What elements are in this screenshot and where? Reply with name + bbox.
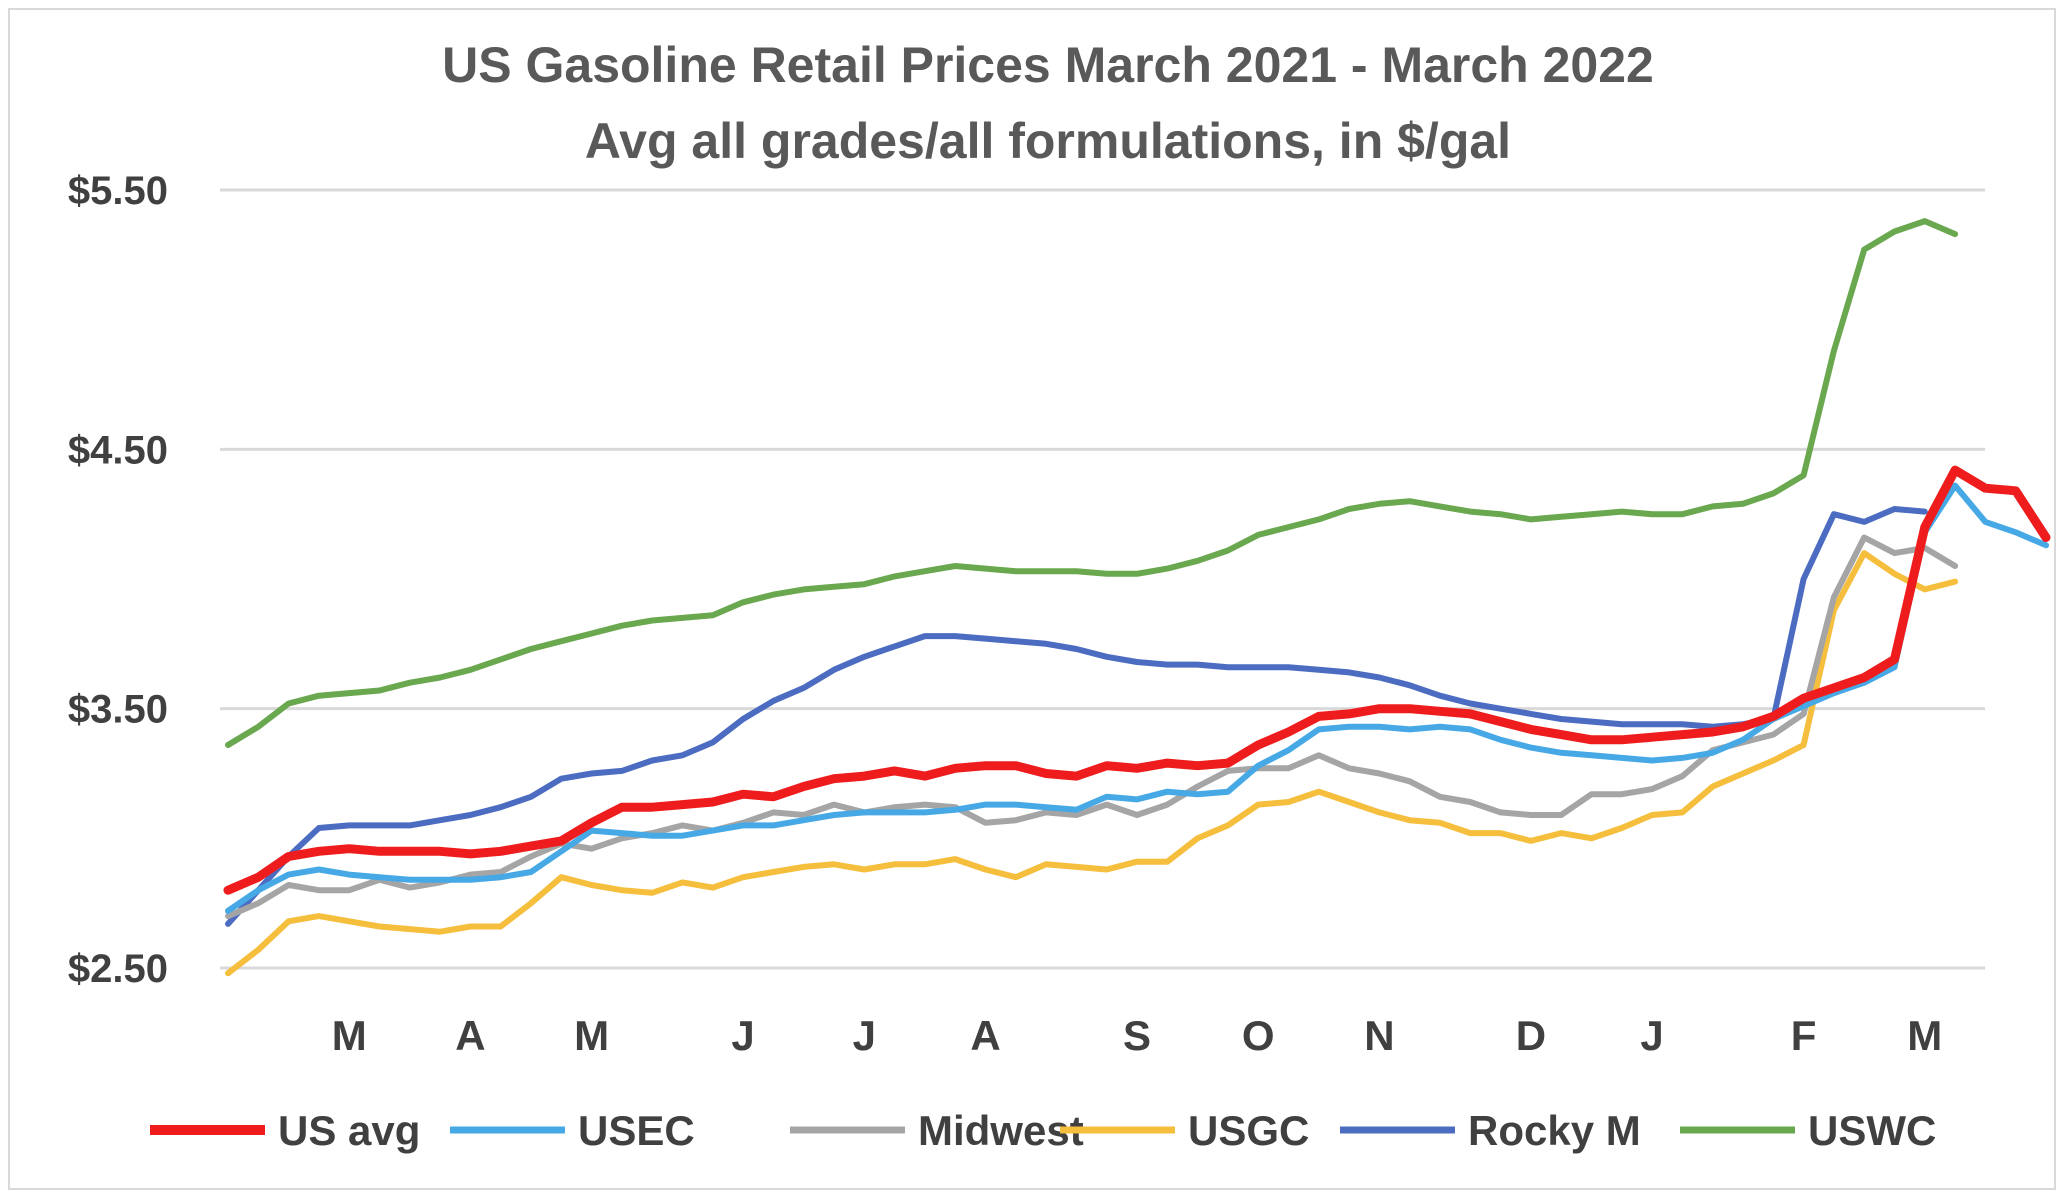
x-tick-label: N (1364, 1012, 1394, 1059)
legend: US avg USEC Midwest USGC Rocky M USWC (150, 1107, 1936, 1154)
x-tick-label: M (1907, 1012, 1942, 1059)
x-tick-label: D (1516, 1012, 1546, 1059)
series-line-midwest (225, 534, 1959, 920)
legend-label: US avg (278, 1107, 420, 1154)
y-axis-ticks: $2.50 $3.50 $4.50 $5.50 (68, 169, 168, 991)
series-line-uswc (225, 218, 1959, 748)
y-tick-label: $4.50 (68, 428, 168, 472)
y-tick-label: $2.50 (68, 947, 168, 991)
x-tick-label: M (332, 1012, 367, 1059)
x-tick-label: J (853, 1012, 876, 1059)
legend-label: USWC (1808, 1107, 1936, 1154)
x-tick-label: S (1123, 1012, 1151, 1059)
x-tick-label: M (574, 1012, 609, 1059)
x-tick-label: A (970, 1012, 1000, 1059)
chart-subtitle: Avg all grades/all formulations, in $/ga… (585, 113, 1511, 169)
legend-label: USGC (1188, 1107, 1309, 1154)
y-tick-label: $3.50 (68, 688, 168, 732)
x-tick-label: O (1242, 1012, 1275, 1059)
legend-label: USEC (578, 1107, 695, 1154)
chart-frame (8, 8, 2056, 1190)
series-line-usgc (225, 550, 1959, 977)
y-tick-label: $5.50 (68, 169, 168, 213)
x-tick-label: J (1640, 1012, 1663, 1059)
x-tick-label: J (731, 1012, 754, 1059)
grid-lines (220, 188, 1985, 970)
series-line-us-avg (223, 465, 2051, 895)
series-line-usec (225, 482, 2049, 914)
series-line-rocky-m (225, 506, 1928, 927)
legend-label: Rocky M (1468, 1107, 1641, 1154)
chart-title: US Gasoline Retail Prices March 2021 - M… (442, 37, 1654, 93)
series-lines (223, 218, 2051, 977)
x-tick-label: F (1791, 1012, 1817, 1059)
x-tick-label: A (455, 1012, 485, 1059)
legend-label: Midwest (918, 1107, 1084, 1154)
